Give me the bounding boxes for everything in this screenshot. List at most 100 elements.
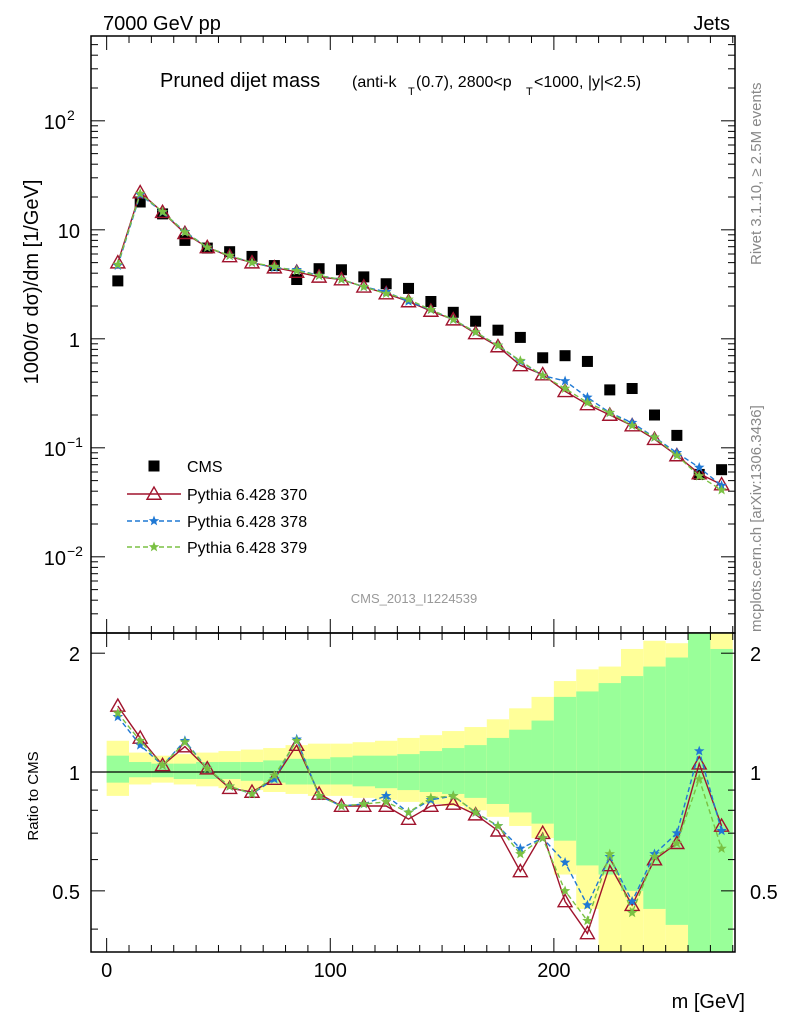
ratio-band-inner [486, 737, 510, 804]
main-point [470, 315, 482, 327]
ratio-point [269, 773, 280, 784]
ratio-point [425, 792, 437, 803]
title-sub-2: (0.7), 2800<p [416, 74, 512, 91]
main-point [269, 261, 280, 271]
main-point [358, 271, 370, 283]
ratio-point [716, 825, 727, 836]
title-sub-3: <1000, |y|<2.5) [534, 74, 641, 91]
main-point [512, 357, 529, 372]
plot-title: Pruned dijet mass (anti-k T (0.7), 2800<… [160, 70, 641, 98]
ratio-band-inner [598, 683, 621, 875]
main-series-0 [112, 196, 728, 480]
main-point [514, 331, 526, 343]
main-point [291, 265, 302, 276]
xtick-label: 200 [537, 960, 570, 982]
main-point [537, 352, 549, 364]
main-ytick-exp: 2 [67, 107, 75, 123]
main-ytick-exp: −1 [67, 434, 83, 450]
main-point [646, 430, 663, 446]
ratio-ytick-label-right: 1 [750, 763, 761, 785]
ratio-band-inner [710, 648, 733, 952]
main-point [336, 274, 347, 284]
main-point [534, 366, 551, 381]
main-point [649, 409, 660, 421]
ratio-point [403, 806, 414, 817]
ratio-point [515, 843, 526, 853]
ratio-point [489, 822, 507, 837]
ratio-point [470, 806, 481, 817]
ratio-band-inner [688, 633, 711, 952]
xtick-label: 100 [314, 960, 347, 982]
main-point [582, 391, 593, 402]
ratio-point [559, 857, 571, 867]
main-series-line [117, 191, 722, 486]
ratio-point [313, 790, 325, 801]
main-point [694, 462, 705, 472]
main-ytick-exp: −2 [67, 543, 83, 559]
legend-label: CMS [187, 459, 223, 476]
ratio-ylabel: Ratio to CMS [25, 751, 42, 840]
ratio-ytick-label-right: 2 [750, 644, 761, 666]
ratio-point [448, 790, 459, 801]
main-point [313, 270, 325, 281]
ratio-point [135, 735, 146, 746]
main-point [380, 278, 392, 290]
legend-marker [148, 515, 160, 526]
main-series-line [117, 193, 723, 487]
ratio-point [626, 896, 638, 906]
main-ytick-label: 1 [69, 330, 80, 352]
legend-marker [148, 460, 160, 472]
legend: CMS Pythia 6.428 370 Pythia 6.428 378 Pythi… [127, 459, 307, 557]
main-ytick-label: 10 [58, 221, 80, 243]
main-point [157, 206, 168, 217]
ratio-point [582, 899, 593, 910]
ratio-series-line [117, 705, 723, 935]
ratio-point [380, 796, 392, 807]
ratio-band-inner [173, 763, 197, 780]
ratio-band-inner [330, 757, 353, 785]
main-point [492, 339, 504, 350]
ratio-point [157, 759, 168, 770]
analysis-id: CMS_2013_I1224539 [351, 591, 478, 606]
main-point [671, 429, 683, 441]
energy-label: 7000 GeV pp [103, 13, 221, 35]
main-point [403, 282, 415, 294]
ratio-point [224, 780, 235, 791]
ratio-point [221, 779, 238, 795]
main-point [716, 484, 727, 495]
ratio-point [579, 925, 596, 940]
ratio-band-inner [442, 748, 465, 794]
ratio-point [649, 851, 660, 862]
ratio-band-inner [106, 755, 130, 783]
main-point [559, 350, 571, 362]
ratio-plot: 0.5 0.5 1 1 2 2 0 100 200 [52, 632, 778, 982]
ratio-point [559, 885, 571, 896]
ratio-band-inner [665, 657, 689, 925]
main-point [176, 224, 194, 240]
ratio-point [694, 745, 705, 756]
main-point [582, 397, 593, 407]
main-ytick-label: 10 [44, 548, 66, 570]
ratio-point [492, 820, 504, 831]
main-point [559, 383, 571, 393]
legend-label: Pythia 6.428 370 [187, 487, 307, 504]
main-point [422, 302, 440, 317]
ratio-point [716, 843, 727, 853]
ratio-point [269, 770, 280, 780]
main-point [492, 324, 504, 336]
ratio-band-inner [352, 755, 375, 787]
main-point [694, 470, 705, 481]
main-point [135, 188, 146, 198]
ratio-series-line [117, 712, 723, 923]
main-series-2 [112, 189, 727, 491]
main-point [537, 370, 548, 380]
main-point [425, 304, 437, 315]
ratio-point [112, 711, 124, 722]
main-point [358, 281, 369, 292]
ratio-ytick-label-right: 0.5 [750, 882, 778, 904]
ratio-point [691, 755, 708, 770]
main-point [112, 275, 124, 287]
title-main: Pruned dijet mass [160, 70, 320, 92]
